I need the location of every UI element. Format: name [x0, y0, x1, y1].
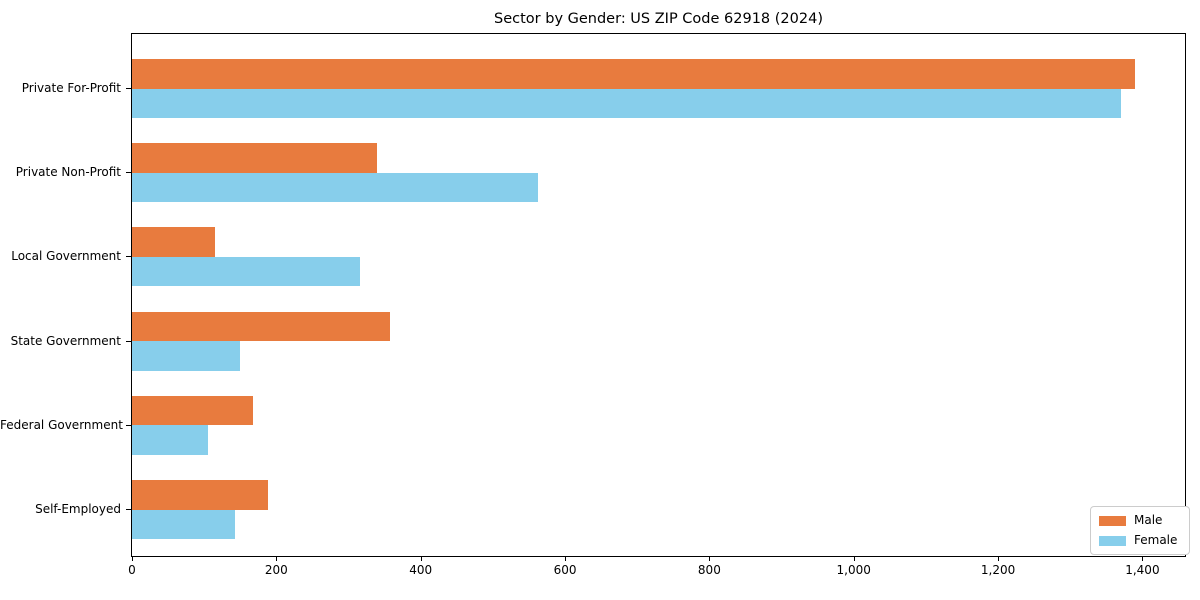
y-tick-label: State Government [10, 333, 121, 348]
legend-item-female: Female [1099, 534, 1177, 547]
bar-female-3 [132, 256, 361, 287]
plot-area [131, 33, 1186, 557]
bar-female-2 [132, 172, 538, 203]
y-tick-label: Federal Government [0, 417, 123, 432]
legend-swatch-male [1099, 515, 1126, 526]
bar-male-3 [132, 227, 215, 257]
bar-female-1 [132, 88, 1121, 118]
bar-male-5 [132, 395, 254, 426]
x-tick-mark [565, 557, 567, 561]
x-tick-mark [420, 557, 422, 561]
y-tick-label: Private For-Profit [21, 81, 121, 95]
x-tick-mark [998, 557, 1000, 561]
y-tick-mark [126, 340, 131, 342]
y-tick-label: Self-Employed [35, 502, 121, 516]
legend-item-male: Male [1099, 514, 1177, 527]
x-tick-label: 800 [697, 563, 721, 577]
x-tick-mark [853, 557, 855, 561]
bar-male-4 [132, 311, 391, 342]
x-tick-label: 1,200 [980, 563, 1016, 577]
bar-male-6 [132, 480, 269, 510]
bar-male-1 [132, 59, 1136, 89]
x-tick-mark [276, 557, 278, 561]
chart-title: Sector by Gender: US ZIP Code 62918 (202… [494, 11, 823, 27]
x-tick-mark [1142, 557, 1144, 561]
x-tick-label: 200 [264, 563, 288, 577]
x-tick-mark [709, 557, 711, 561]
y-tick-mark [126, 424, 131, 426]
legend-swatch-female [1099, 535, 1126, 546]
x-tick-label: 400 [409, 563, 433, 577]
legend-label-female: Female [1134, 533, 1178, 547]
y-tick-mark [126, 256, 131, 258]
y-tick-mark [126, 172, 131, 174]
bar-female-5 [132, 425, 208, 455]
x-tick-label: 0 [128, 563, 136, 577]
legend-label-male: Male [1134, 513, 1163, 527]
bar-female-6 [132, 509, 236, 539]
bar-female-4 [132, 341, 241, 371]
x-tick-label: 600 [553, 563, 577, 577]
y-tick-mark [126, 88, 131, 89]
y-tick-mark [126, 509, 131, 510]
x-tick-label: 1,000 [836, 563, 871, 577]
x-tick-mark [132, 557, 133, 561]
x-tick-label: 1,400 [1125, 563, 1160, 577]
y-tick-label: Local Government [11, 249, 121, 264]
bar-male-2 [132, 143, 378, 173]
y-tick-label: Private Non-Profit [15, 165, 121, 180]
legend: Male Female [1090, 506, 1191, 555]
